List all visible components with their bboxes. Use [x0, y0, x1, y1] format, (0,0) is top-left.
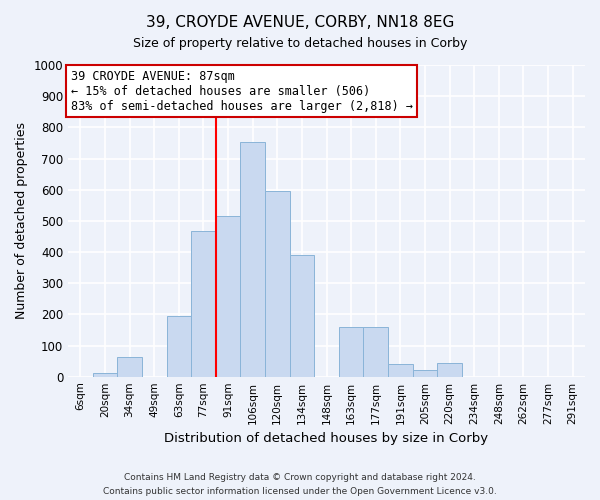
Bar: [117, 358, 142, 376]
Bar: [216, 216, 241, 376]
Y-axis label: Number of detached properties: Number of detached properties: [15, 122, 28, 320]
Text: 39 CROYDE AVENUE: 87sqm
← 15% of detached houses are smaller (506)
83% of semi-d: 39 CROYDE AVENUE: 87sqm ← 15% of detache…: [71, 70, 413, 112]
Text: Size of property relative to detached houses in Corby: Size of property relative to detached ho…: [133, 38, 467, 51]
Bar: [364, 327, 388, 376]
Bar: [241, 142, 265, 376]
Bar: [339, 327, 364, 376]
Bar: [191, 230, 216, 376]
Bar: [167, 316, 191, 376]
Bar: [413, 370, 437, 376]
Bar: [437, 362, 462, 376]
Bar: [290, 255, 314, 376]
Bar: [388, 364, 413, 376]
Bar: [265, 191, 290, 376]
Bar: [92, 372, 117, 376]
X-axis label: Distribution of detached houses by size in Corby: Distribution of detached houses by size …: [164, 432, 488, 445]
Text: 39, CROYDE AVENUE, CORBY, NN18 8EG: 39, CROYDE AVENUE, CORBY, NN18 8EG: [146, 15, 454, 30]
Text: Contains HM Land Registry data © Crown copyright and database right 2024.
Contai: Contains HM Land Registry data © Crown c…: [103, 474, 497, 496]
